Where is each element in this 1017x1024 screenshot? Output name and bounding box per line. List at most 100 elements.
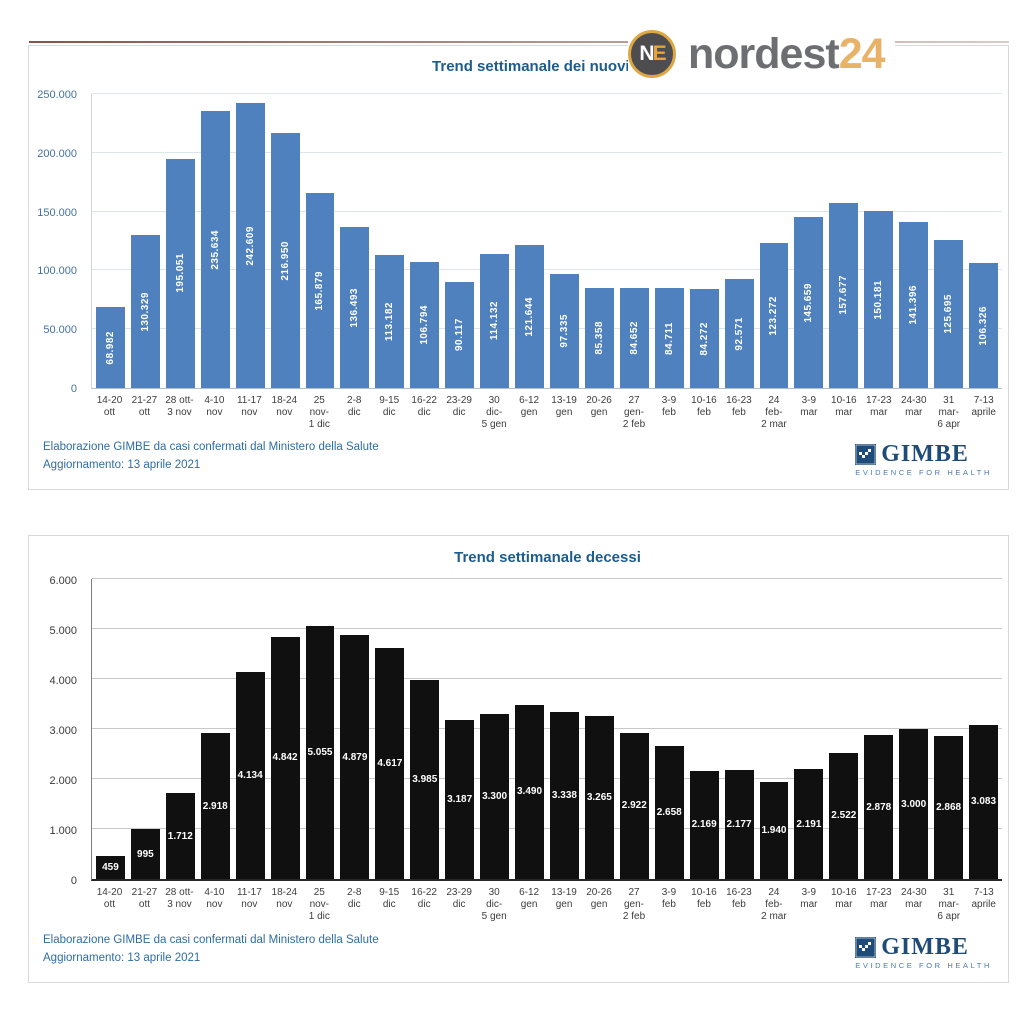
bar: 2.922 bbox=[619, 732, 649, 879]
y-axis: 0 1.000 2.000 3.000 4.000 5.000 6.000 bbox=[29, 575, 85, 887]
x-axis-label: 16-23 feb bbox=[726, 887, 752, 910]
bar: 150.181 bbox=[864, 211, 894, 388]
x-axis-label: 13-19 gen bbox=[551, 887, 577, 910]
bar: 3.265 bbox=[584, 715, 614, 879]
bar-value-label: 68.982 bbox=[104, 330, 116, 365]
bar-value-label: 3.985 bbox=[412, 773, 438, 785]
bar: 84.272 bbox=[689, 288, 719, 388]
x-axis-label: 10-16 mar bbox=[831, 395, 857, 418]
plot-area: 68.982 130.329 195.051 235.634 242.609 216.95… bbox=[91, 93, 1002, 389]
bar-value-label: 2.658 bbox=[656, 807, 682, 819]
bar: 2.522 bbox=[829, 752, 859, 879]
source-note-line2: Aggiornamento: 13 aprile 2021 bbox=[43, 952, 201, 965]
bar-value-label: 3.490 bbox=[517, 786, 543, 798]
bar-value-label: 114.132 bbox=[489, 301, 501, 341]
bar-value-label: 145.659 bbox=[803, 282, 815, 323]
x-axis-label: 3-9 mar bbox=[800, 395, 818, 418]
gridline bbox=[92, 578, 1002, 579]
bar: 3.300 bbox=[480, 714, 510, 879]
bar: 141.396 bbox=[899, 221, 929, 388]
badge-letter-e: E bbox=[652, 42, 667, 65]
gimbe-name: GIMBE bbox=[881, 934, 969, 960]
gridline bbox=[92, 628, 1002, 629]
y-axis: 0 50.000 100.000 150.000 200.000 250.000 bbox=[29, 89, 85, 395]
bar-value-label: 3.300 bbox=[482, 791, 508, 802]
gimbe-logo: GIMBE EVIDENCE FOR HEALTH bbox=[855, 442, 992, 477]
bar-value-label: 2.868 bbox=[936, 801, 962, 813]
bar-value-label: 3.338 bbox=[551, 790, 577, 802]
x-axis-label: 24-30 mar bbox=[900, 395, 927, 418]
y-axis-tick-label: 150.000 bbox=[37, 206, 77, 219]
gimbe-logo: GIMBE EVIDENCE FOR HEALTH bbox=[855, 935, 992, 970]
source-note: Elaborazione GIMBE da casi confermati da… bbox=[43, 439, 379, 475]
y-axis-tick-label: 4.000 bbox=[49, 675, 77, 687]
bar-value-label: 4.617 bbox=[377, 758, 403, 770]
bar: 84.711 bbox=[654, 288, 684, 388]
plot-area: 459 995 1.712 2.918 4.134 4.842 5.055 4.879 4.61… bbox=[91, 578, 1002, 881]
bar-value-label: 84.711 bbox=[663, 321, 675, 355]
bar-value-label: 165.879 bbox=[314, 270, 326, 311]
bar-value-label: 136.493 bbox=[349, 287, 361, 328]
x-axis-label: 14-20 ott bbox=[96, 395, 123, 418]
y-axis-tick-label: 6.000 bbox=[49, 575, 77, 587]
x-axis-label: 20-26 gen bbox=[586, 887, 612, 910]
bar-value-label: 995 bbox=[137, 848, 154, 860]
y-axis-tick-label: 0 bbox=[70, 383, 77, 395]
bar-value-label: 157.677 bbox=[838, 275, 850, 316]
y-axis-tick-label: 0 bbox=[70, 875, 77, 887]
bar-value-label: 123.272 bbox=[768, 295, 780, 336]
bar-value-label: 216.950 bbox=[279, 240, 291, 281]
bar-value-label: 90.117 bbox=[454, 318, 466, 352]
gridline bbox=[92, 678, 1002, 679]
gridline bbox=[92, 210, 1002, 212]
x-axis-label: 9-15 dic bbox=[379, 887, 400, 910]
x-axis-label: 16-22 dic bbox=[411, 887, 437, 910]
bar-value-label: 3.000 bbox=[901, 798, 927, 810]
bar: 995 bbox=[130, 829, 160, 879]
bar: 2.918 bbox=[200, 733, 230, 879]
x-axis-label: 24-30 mar bbox=[900, 887, 927, 910]
bars-container: 68.982 130.329 195.051 235.634 242.609 216.95… bbox=[92, 94, 1002, 388]
x-axis-label: 10-16 feb bbox=[691, 395, 717, 418]
x-axis-label: 28 ott- 3 nov bbox=[165, 395, 194, 418]
bar: 459 bbox=[96, 856, 125, 879]
bar: 3.985 bbox=[410, 679, 440, 879]
x-axis-label: 6-12 gen bbox=[519, 887, 540, 910]
source-note-line1: Elaborazione GIMBE da casi confermati da… bbox=[43, 441, 379, 454]
bar-value-label: 97.335 bbox=[558, 313, 570, 348]
bar: 2.868 bbox=[934, 735, 964, 879]
x-axis-label: 7-13 aprile bbox=[971, 395, 996, 418]
y-axis-tick-label: 250.000 bbox=[37, 89, 77, 101]
bar: 2.191 bbox=[794, 769, 824, 879]
bar: 125.695 bbox=[934, 240, 964, 388]
bar: 1.712 bbox=[165, 793, 195, 879]
bar-value-label: 2.191 bbox=[796, 818, 822, 830]
bar-value-label: 130.329 bbox=[139, 291, 151, 332]
bar: 106.326 bbox=[969, 262, 998, 388]
x-axis-label: 27 gen- 2 feb bbox=[622, 887, 646, 922]
x-axis-label: 9-15 dic bbox=[379, 395, 400, 418]
bar-value-label: 2.918 bbox=[202, 800, 228, 812]
source-note: Elaborazione GIMBE da casi confermati da… bbox=[43, 932, 379, 968]
x-axis-label: 18-24 nov bbox=[271, 395, 298, 418]
bar-value-label: 3.265 bbox=[586, 791, 612, 803]
x-axis-label: 16-22 dic bbox=[411, 395, 437, 418]
x-axis-label: 11-17 nov bbox=[236, 887, 262, 910]
x-axis-label: 7-13 aprile bbox=[971, 887, 996, 910]
x-axis-label: 17-23 mar bbox=[866, 887, 892, 910]
bar-value-label: 3.187 bbox=[447, 793, 473, 805]
bar-value-label: 92.571 bbox=[733, 316, 745, 351]
bar-value-label: 84.272 bbox=[698, 321, 710, 356]
bar: 90.117 bbox=[445, 282, 475, 388]
x-axis-label: 23-29 dic bbox=[446, 395, 472, 418]
bar: 145.659 bbox=[794, 216, 824, 388]
bar: 85.358 bbox=[584, 287, 614, 388]
bar-value-label: 2.522 bbox=[831, 810, 857, 822]
bar: 242.609 bbox=[235, 102, 265, 388]
nordest24-wordmark: nordest24 bbox=[688, 32, 886, 76]
bar: 4.617 bbox=[375, 648, 405, 879]
gimbe-tagline: EVIDENCE FOR HEALTH bbox=[855, 961, 992, 970]
x-axis-label: 25 nov- 1 dic bbox=[308, 887, 330, 922]
bar: 92.571 bbox=[724, 279, 754, 388]
